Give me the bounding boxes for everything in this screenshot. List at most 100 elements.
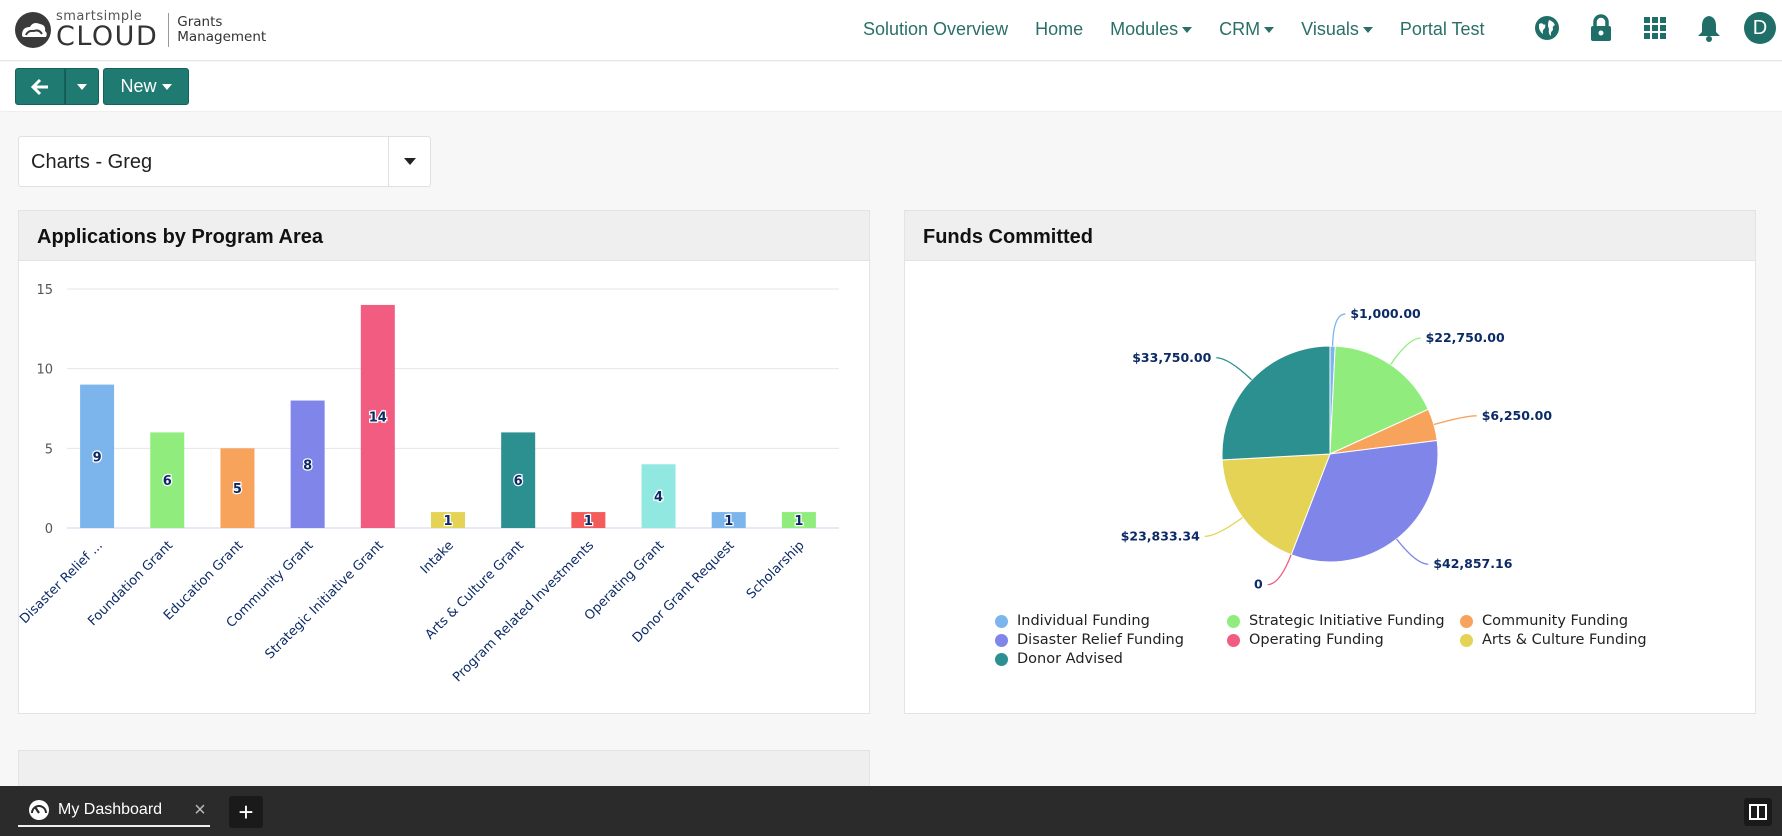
legend-item[interactable]: Community Funding (1460, 613, 1692, 629)
bar[interactable] (360, 304, 395, 528)
top-navigation-bar: smartsimple CLOUD Grants Management Solu… (0, 0, 1782, 61)
new-button-label: New (120, 76, 157, 96)
legend-marker (995, 614, 1008, 628)
pie-leader-line (1216, 357, 1253, 381)
bar-data-label: 6 (163, 474, 172, 489)
pie-data-label: $42,857.16 (1433, 556, 1512, 571)
y-tick-label: 5 (45, 442, 53, 457)
bar[interactable] (431, 512, 465, 528)
legend-marker (995, 652, 1008, 666)
pie-data-label: $1,000.00 (1350, 306, 1421, 321)
bar-data-label: 1 (443, 514, 452, 529)
arrow-left-icon (30, 78, 48, 95)
user-avatar[interactable]: D (1744, 12, 1776, 44)
pie-leader-line (1390, 337, 1421, 365)
nav-label: CRM (1219, 19, 1261, 39)
pie-slice[interactable] (1221, 345, 1331, 461)
bar-data-label: 9 (93, 450, 102, 465)
pie-legend: Individual Funding Strategic Initiative F… (995, 613, 1695, 667)
y-tick-label: 10 (36, 363, 53, 378)
pie-data-label: $6,250.00 (1482, 408, 1553, 423)
panel-header: Applications by Program Area (19, 211, 869, 261)
bar-data-label: 1 (724, 514, 733, 529)
dashboard-selector[interactable]: Charts - Greg (18, 136, 431, 187)
caret-down-icon (77, 83, 87, 90)
bar[interactable] (150, 432, 185, 528)
nav-home[interactable]: Home (1035, 19, 1083, 40)
apps-grid-icon[interactable] (1640, 13, 1670, 43)
pie-data-label: $23,833.34 (1121, 528, 1200, 543)
back-history-dropdown[interactable] (65, 68, 99, 105)
nav-label: Visuals (1301, 19, 1359, 39)
bell-icon[interactable] (1694, 13, 1724, 43)
pie-data-label: 0 (1254, 577, 1263, 592)
bar[interactable] (641, 464, 676, 528)
globe-icon[interactable] (1532, 13, 1562, 43)
caret-down-icon (1362, 26, 1373, 33)
add-tab-button[interactable]: + (229, 796, 263, 828)
bar[interactable] (290, 400, 325, 528)
legend-item[interactable]: Donor Advised (995, 651, 1227, 667)
pie-slice[interactable] (1221, 453, 1331, 556)
bar[interactable] (711, 512, 746, 528)
legend-item[interactable]: Disaster Relief Funding (995, 632, 1227, 648)
bar-data-label: 1 (794, 514, 803, 529)
applications-chart-panel: Applications by Program Area 0 5 10 15 9 Disa… (18, 210, 870, 714)
legend-item[interactable]: Strategic Initiative Funding (1227, 613, 1460, 629)
legend-item[interactable]: Operating Funding (1227, 632, 1460, 648)
lock-icon[interactable] (1586, 13, 1616, 43)
nav-modules[interactable]: Modules (1110, 19, 1193, 40)
bar-data-label: 1 (584, 514, 593, 529)
pie-leader-line (1396, 538, 1429, 565)
legend-marker (1460, 614, 1473, 628)
layout-split-icon[interactable] (1744, 798, 1772, 826)
nav-portal-test[interactable]: Portal Test (1400, 19, 1485, 40)
product-name: Grants Management (177, 15, 266, 45)
legend-marker (1227, 614, 1240, 628)
legend-marker (995, 633, 1008, 647)
panel-header: Funds Committed (905, 211, 1755, 261)
x-category-label: Scholarship (744, 538, 808, 602)
logo-small-text: smartsimple (56, 9, 143, 24)
dashboard-selector-toggle[interactable] (388, 137, 430, 186)
header-icon-group: D (1532, 12, 1776, 44)
bar-data-label: 14 (369, 410, 387, 425)
legend-item[interactable]: Arts & Culture Funding (1460, 632, 1692, 648)
dashboard-selector-value: Charts - Greg (31, 151, 153, 173)
panel-title: Funds Committed (923, 226, 1093, 248)
bar-data-label: 4 (654, 490, 663, 505)
new-button[interactable]: New (103, 68, 189, 105)
legend-marker (1227, 633, 1240, 647)
caret-down-icon (1182, 26, 1193, 33)
y-tick-label: 0 (45, 522, 53, 537)
legend-label: Donor Advised (1017, 651, 1123, 667)
legend-label: Disaster Relief Funding (1017, 632, 1184, 648)
legend-item[interactable]: Individual Funding (995, 613, 1227, 629)
bar[interactable] (781, 512, 816, 528)
close-tab-icon[interactable]: × (194, 799, 206, 821)
legend-label: Individual Funding (1017, 613, 1150, 629)
bar[interactable] (571, 512, 606, 528)
bar[interactable] (220, 448, 255, 528)
nav-crm[interactable]: CRM (1219, 19, 1275, 40)
tab-label: My Dashboard (58, 801, 163, 818)
legend-label: Community Funding (1482, 613, 1629, 629)
smartsimple-logo[interactable]: smartsimple CLOUD Grants Management (14, 8, 266, 52)
x-category-label: Intake (418, 538, 457, 577)
page-toolbar: New (0, 62, 1782, 112)
back-button[interactable] (15, 68, 65, 105)
product-name-line2: Management (177, 29, 267, 45)
panel-title: Applications by Program Area (37, 226, 323, 248)
bar[interactable] (501, 432, 536, 528)
bar[interactable] (80, 384, 115, 528)
pie-data-label: $33,750.00 (1132, 350, 1211, 365)
nav-label: Solution Overview (863, 19, 1009, 39)
logo-wordmark: smartsimple CLOUD (56, 10, 158, 50)
logo-big-text: CLOUD (56, 21, 159, 52)
bottom-taskbar: My Dashboard × + (0, 786, 1782, 836)
legend-marker (1460, 633, 1473, 647)
nav-solution-overview[interactable]: Solution Overview (863, 19, 1008, 40)
tab-my-dashboard[interactable]: My Dashboard × (18, 795, 210, 827)
nav-visuals[interactable]: Visuals (1301, 19, 1373, 40)
